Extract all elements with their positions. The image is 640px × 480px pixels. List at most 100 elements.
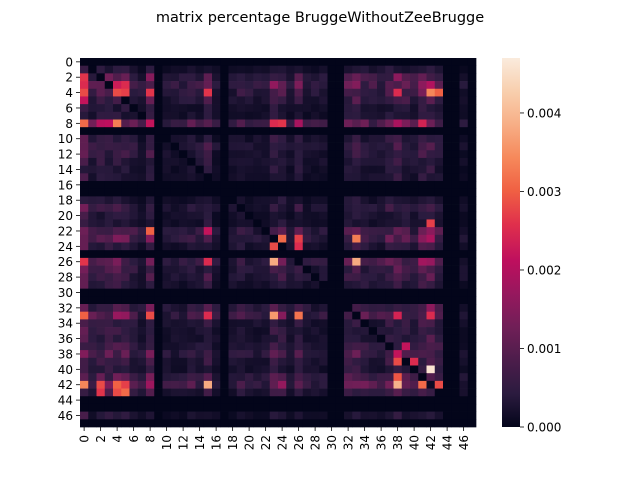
heatmap-cell xyxy=(129,58,139,67)
heatmap-cell xyxy=(253,296,262,305)
heatmap-cell xyxy=(451,119,460,128)
heatmap-cell xyxy=(368,211,378,220)
heatmap-cell xyxy=(113,181,122,190)
heatmap-cell xyxy=(385,257,394,266)
heatmap-cell xyxy=(426,173,436,182)
heatmap-cell xyxy=(393,273,403,282)
heatmap-cell xyxy=(245,65,254,74)
heatmap-cell xyxy=(236,227,246,236)
heatmap-cell xyxy=(393,311,403,320)
heatmap-cell xyxy=(104,227,114,236)
heatmap-cell xyxy=(327,380,337,389)
heatmap-cell xyxy=(319,119,328,128)
x-tick-label: 38 xyxy=(391,435,405,450)
heatmap-cell xyxy=(154,411,163,420)
heatmap-cell xyxy=(187,265,196,274)
heatmap-cell xyxy=(162,396,172,405)
heatmap-cell xyxy=(137,304,147,313)
heatmap-cell xyxy=(80,73,89,82)
heatmap-cell xyxy=(360,111,370,120)
heatmap-cell xyxy=(344,365,353,374)
heatmap-cell xyxy=(96,396,106,405)
heatmap-cell xyxy=(335,388,345,397)
heatmap-cell xyxy=(212,411,221,420)
heatmap-cell xyxy=(137,357,147,366)
heatmap-cell xyxy=(179,388,188,397)
heatmap-cell xyxy=(179,327,188,336)
heatmap-cell xyxy=(278,380,287,389)
heatmap-cell xyxy=(467,380,477,389)
heatmap-cell xyxy=(311,365,320,374)
heatmap-cell xyxy=(302,365,312,374)
heatmap-cell xyxy=(377,142,386,151)
heatmap-cell xyxy=(236,234,246,243)
heatmap-cell xyxy=(278,196,287,205)
heatmap-cell xyxy=(228,104,238,113)
heatmap-cell xyxy=(187,73,196,82)
heatmap-cell xyxy=(418,342,427,351)
heatmap-cell xyxy=(137,419,147,428)
heatmap-cell xyxy=(203,73,213,82)
heatmap-cell xyxy=(228,134,238,143)
heatmap-cell xyxy=(286,334,295,343)
heatmap-cell xyxy=(146,257,155,266)
heatmap-cell xyxy=(269,81,279,90)
heatmap-cell xyxy=(203,181,213,190)
heatmap-cell xyxy=(245,181,254,190)
heatmap-cell xyxy=(261,288,271,297)
heatmap-cell xyxy=(129,134,139,143)
heatmap-cell xyxy=(129,96,139,105)
heatmap-cell xyxy=(311,319,320,328)
heatmap-cell xyxy=(80,357,89,366)
heatmap-cell xyxy=(137,288,147,297)
heatmap-cell xyxy=(261,357,271,366)
heatmap-cell xyxy=(245,150,254,159)
heatmap-cell xyxy=(162,165,172,174)
heatmap-cell xyxy=(203,357,213,366)
heatmap-cell xyxy=(352,288,361,297)
heatmap-cell xyxy=(344,357,353,366)
heatmap-cell xyxy=(129,165,139,174)
heatmap-cell xyxy=(179,81,188,90)
heatmap-cell xyxy=(451,81,460,90)
heatmap-cell xyxy=(434,142,444,151)
heatmap-cell xyxy=(228,181,238,190)
heatmap-cell xyxy=(104,342,114,351)
heatmap-cell xyxy=(269,234,279,243)
heatmap-cell xyxy=(228,219,238,228)
heatmap-cell xyxy=(228,265,238,274)
heatmap-cell xyxy=(352,73,361,82)
heatmap-cell xyxy=(104,250,114,259)
heatmap-cell xyxy=(121,65,130,74)
heatmap-cell xyxy=(96,280,106,289)
heatmap-cell xyxy=(88,311,97,320)
heatmap-cell xyxy=(393,419,403,428)
heatmap-cell xyxy=(286,150,295,159)
heatmap-cell xyxy=(187,396,196,405)
heatmap-cell xyxy=(88,419,97,428)
heatmap-cell xyxy=(459,134,469,143)
heatmap-cell xyxy=(302,134,312,143)
heatmap-cell xyxy=(203,111,213,120)
heatmap-cell xyxy=(88,319,97,328)
heatmap-cell xyxy=(220,342,229,351)
heatmap-cell xyxy=(113,65,122,74)
heatmap-cell xyxy=(418,288,427,297)
heatmap-cell xyxy=(245,127,254,136)
heatmap-cell xyxy=(96,257,106,266)
heatmap-cell xyxy=(179,304,188,313)
heatmap-cell xyxy=(294,188,304,197)
heatmap-cell xyxy=(212,81,221,90)
y-tick-label: 12 xyxy=(58,148,73,162)
heatmap-cell xyxy=(410,380,419,389)
heatmap-cell xyxy=(253,119,262,128)
heatmap-cell xyxy=(286,357,295,366)
heatmap-cell xyxy=(212,96,221,105)
heatmap-cell xyxy=(467,296,477,305)
heatmap-cell xyxy=(294,58,304,67)
heatmap-cell xyxy=(385,403,394,412)
heatmap-cell xyxy=(245,265,254,274)
heatmap-cell xyxy=(360,150,370,159)
heatmap-cell xyxy=(385,265,394,274)
heatmap-cell xyxy=(377,65,386,74)
